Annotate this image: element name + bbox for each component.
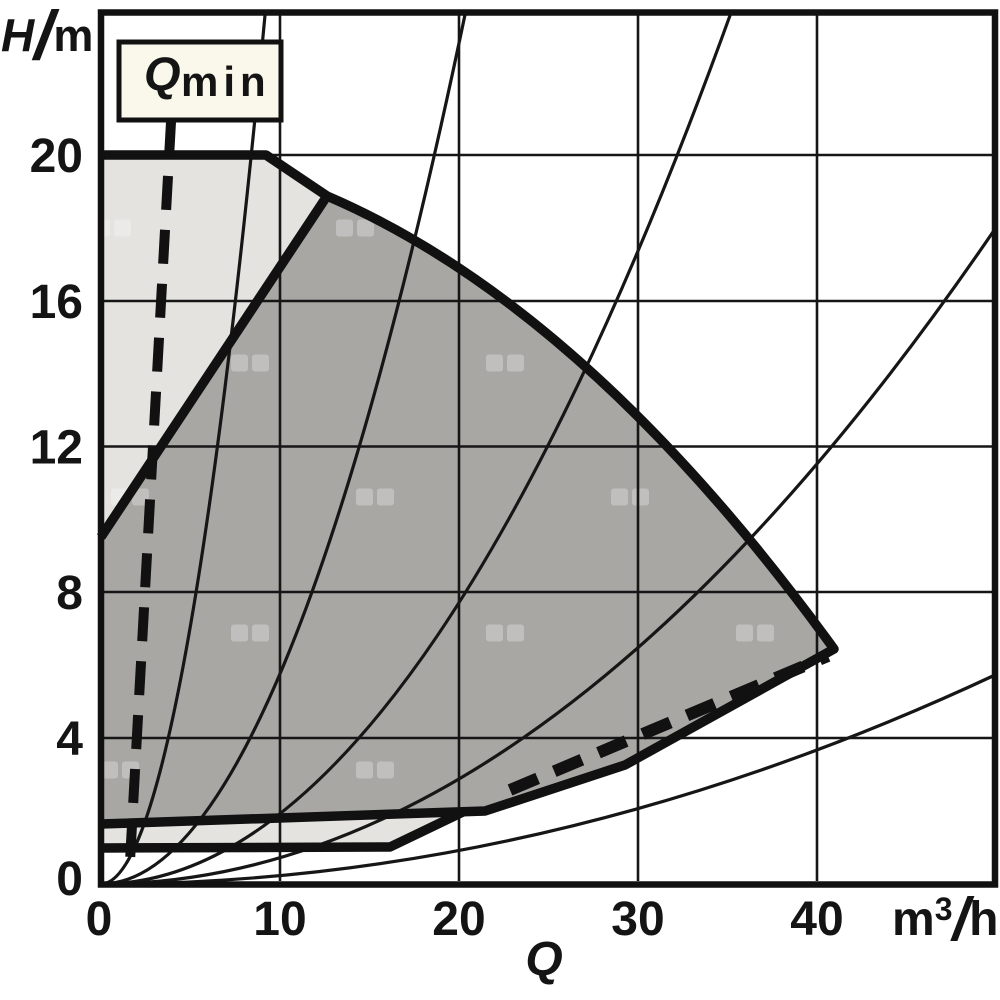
svg-text:m3/h: m3/h	[892, 886, 998, 953]
svg-text:min: min	[181, 58, 271, 105]
svg-text:Q: Q	[525, 933, 562, 986]
svg-text:12: 12	[30, 422, 83, 475]
svg-text:40: 40	[790, 893, 843, 946]
svg-text:H/m: H/m	[1, 0, 93, 74]
svg-text:8: 8	[56, 567, 83, 620]
svg-text:20: 20	[432, 893, 485, 946]
svg-text:30: 30	[611, 893, 664, 946]
svg-text:10: 10	[253, 893, 306, 946]
svg-text:4: 4	[56, 713, 83, 766]
svg-text:16: 16	[30, 276, 83, 329]
svg-text:0: 0	[86, 893, 113, 946]
svg-text:20: 20	[30, 130, 83, 183]
svg-text:0: 0	[56, 853, 83, 906]
svg-text:Q: Q	[144, 47, 181, 100]
